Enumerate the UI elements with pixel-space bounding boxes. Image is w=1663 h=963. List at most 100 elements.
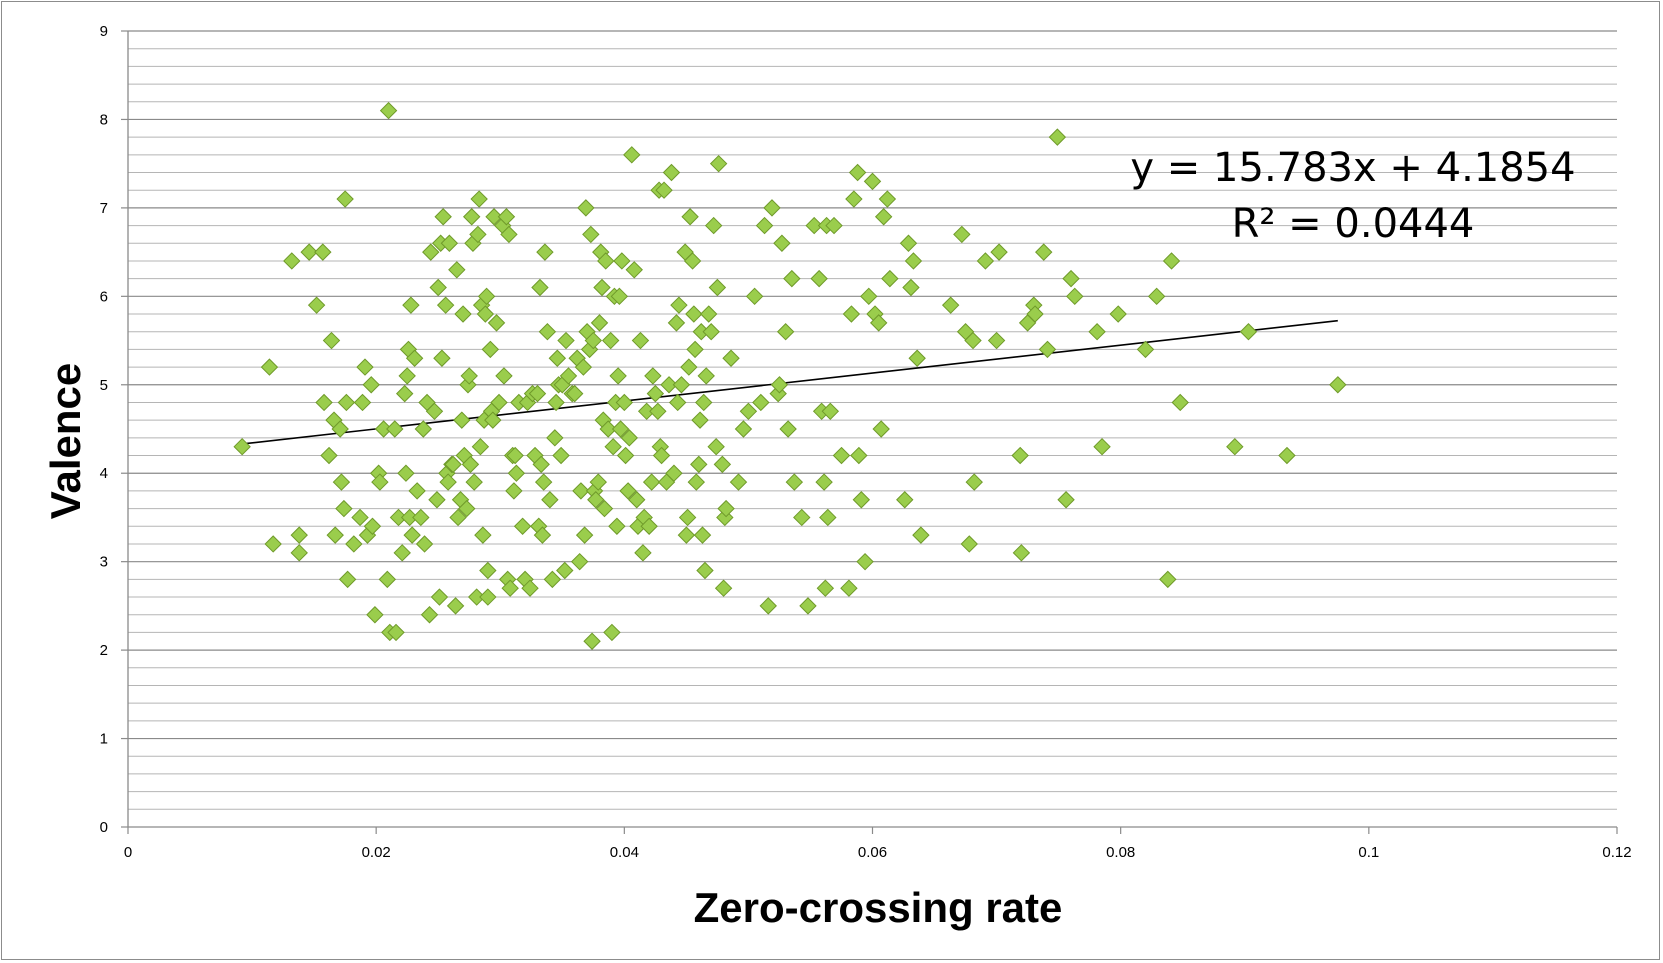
data-point	[479, 561, 497, 580]
data-point	[322, 331, 341, 350]
data-point	[371, 473, 389, 491]
data-point	[528, 384, 547, 403]
data-point	[290, 526, 308, 544]
data-point	[532, 455, 550, 474]
data-point	[1048, 128, 1067, 146]
data-point	[869, 314, 888, 332]
labels-layer: Zero-crossing rate Valence y = 15.783x +…	[42, 145, 1576, 931]
y-tick-label: 1	[100, 731, 108, 748]
y-tick-label: 2	[100, 642, 108, 659]
data-point	[1278, 446, 1296, 465]
data-point	[430, 588, 449, 606]
data-point	[908, 349, 926, 367]
data-point	[458, 499, 476, 518]
data-point	[700, 305, 718, 323]
data-point	[619, 482, 637, 500]
data-point	[1057, 491, 1075, 509]
data-point	[506, 446, 524, 465]
data-point	[665, 464, 683, 482]
data-point	[469, 225, 487, 244]
data-point	[584, 331, 603, 350]
data-point	[672, 376, 691, 394]
data-point	[683, 252, 702, 270]
data-point	[599, 420, 617, 438]
data-point	[460, 367, 478, 385]
data-point	[439, 473, 457, 491]
data-point	[690, 455, 708, 474]
data-point	[233, 437, 251, 456]
x-tick-label: 0.04	[610, 844, 639, 861]
data-point	[660, 376, 678, 394]
x-tick-label: 0.1	[1358, 844, 1379, 861]
data-point	[680, 358, 698, 376]
data-point	[717, 499, 735, 518]
data-point	[860, 287, 878, 306]
data-point	[965, 473, 983, 491]
data-point	[314, 243, 332, 261]
data-point	[434, 208, 452, 226]
data-point	[640, 517, 658, 535]
data-point	[668, 393, 687, 412]
data-point	[315, 393, 333, 412]
data-point	[783, 269, 801, 288]
data-point	[856, 552, 874, 571]
data-point	[874, 208, 893, 226]
data-point	[574, 358, 593, 376]
data-point	[776, 323, 795, 341]
x-tick-label: 0	[124, 844, 132, 861]
data-point	[734, 420, 753, 438]
data-point	[872, 420, 890, 438]
data-point	[652, 446, 671, 465]
data-point	[338, 570, 357, 589]
data-point	[850, 446, 868, 465]
data-point	[487, 314, 506, 332]
data-point	[264, 535, 282, 553]
data-point	[769, 384, 787, 403]
data-point	[1038, 340, 1057, 359]
data-point	[320, 446, 338, 465]
data-point	[479, 588, 497, 606]
data-point	[793, 508, 811, 527]
data-point	[543, 570, 562, 589]
data-point	[513, 517, 532, 535]
y-tick-label: 8	[100, 111, 108, 128]
x-tick-label: 0.02	[362, 844, 391, 861]
data-point	[729, 473, 748, 491]
data-point	[470, 190, 488, 208]
data-point	[356, 358, 374, 376]
data-point	[378, 570, 397, 589]
data-point	[987, 331, 1006, 350]
data-point	[899, 234, 918, 252]
data-point	[538, 323, 557, 341]
data-point	[283, 252, 301, 270]
data-point	[386, 420, 404, 438]
data-point	[362, 376, 380, 394]
data-point	[863, 172, 882, 191]
axes-layer: 0 1 2 3 4 5 6 7 8 9 0 0.02 0.04 0.06 0.08 0.1 0.12	[100, 23, 1632, 861]
data-point	[541, 491, 559, 509]
data-point	[785, 473, 804, 491]
y-tick-label: 9	[100, 23, 108, 40]
data-point	[387, 623, 405, 642]
data-point	[363, 517, 382, 535]
data-point	[403, 526, 421, 544]
y-tick-label: 3	[100, 554, 108, 571]
data-point	[1026, 305, 1044, 323]
data-point	[686, 340, 704, 359]
data-point	[896, 491, 914, 509]
data-point	[583, 632, 601, 650]
data-point	[548, 349, 567, 367]
data-point	[821, 402, 840, 421]
data-point	[552, 446, 570, 465]
data-point	[495, 367, 513, 385]
data-point	[696, 561, 714, 580]
data-point	[429, 278, 447, 297]
data-point	[597, 252, 615, 270]
data-point	[1035, 243, 1053, 261]
data-point	[1171, 393, 1189, 412]
data-point	[707, 437, 725, 456]
data-point	[1159, 570, 1177, 589]
data-point	[608, 517, 626, 535]
data-point	[436, 296, 455, 314]
data-point	[379, 101, 398, 120]
